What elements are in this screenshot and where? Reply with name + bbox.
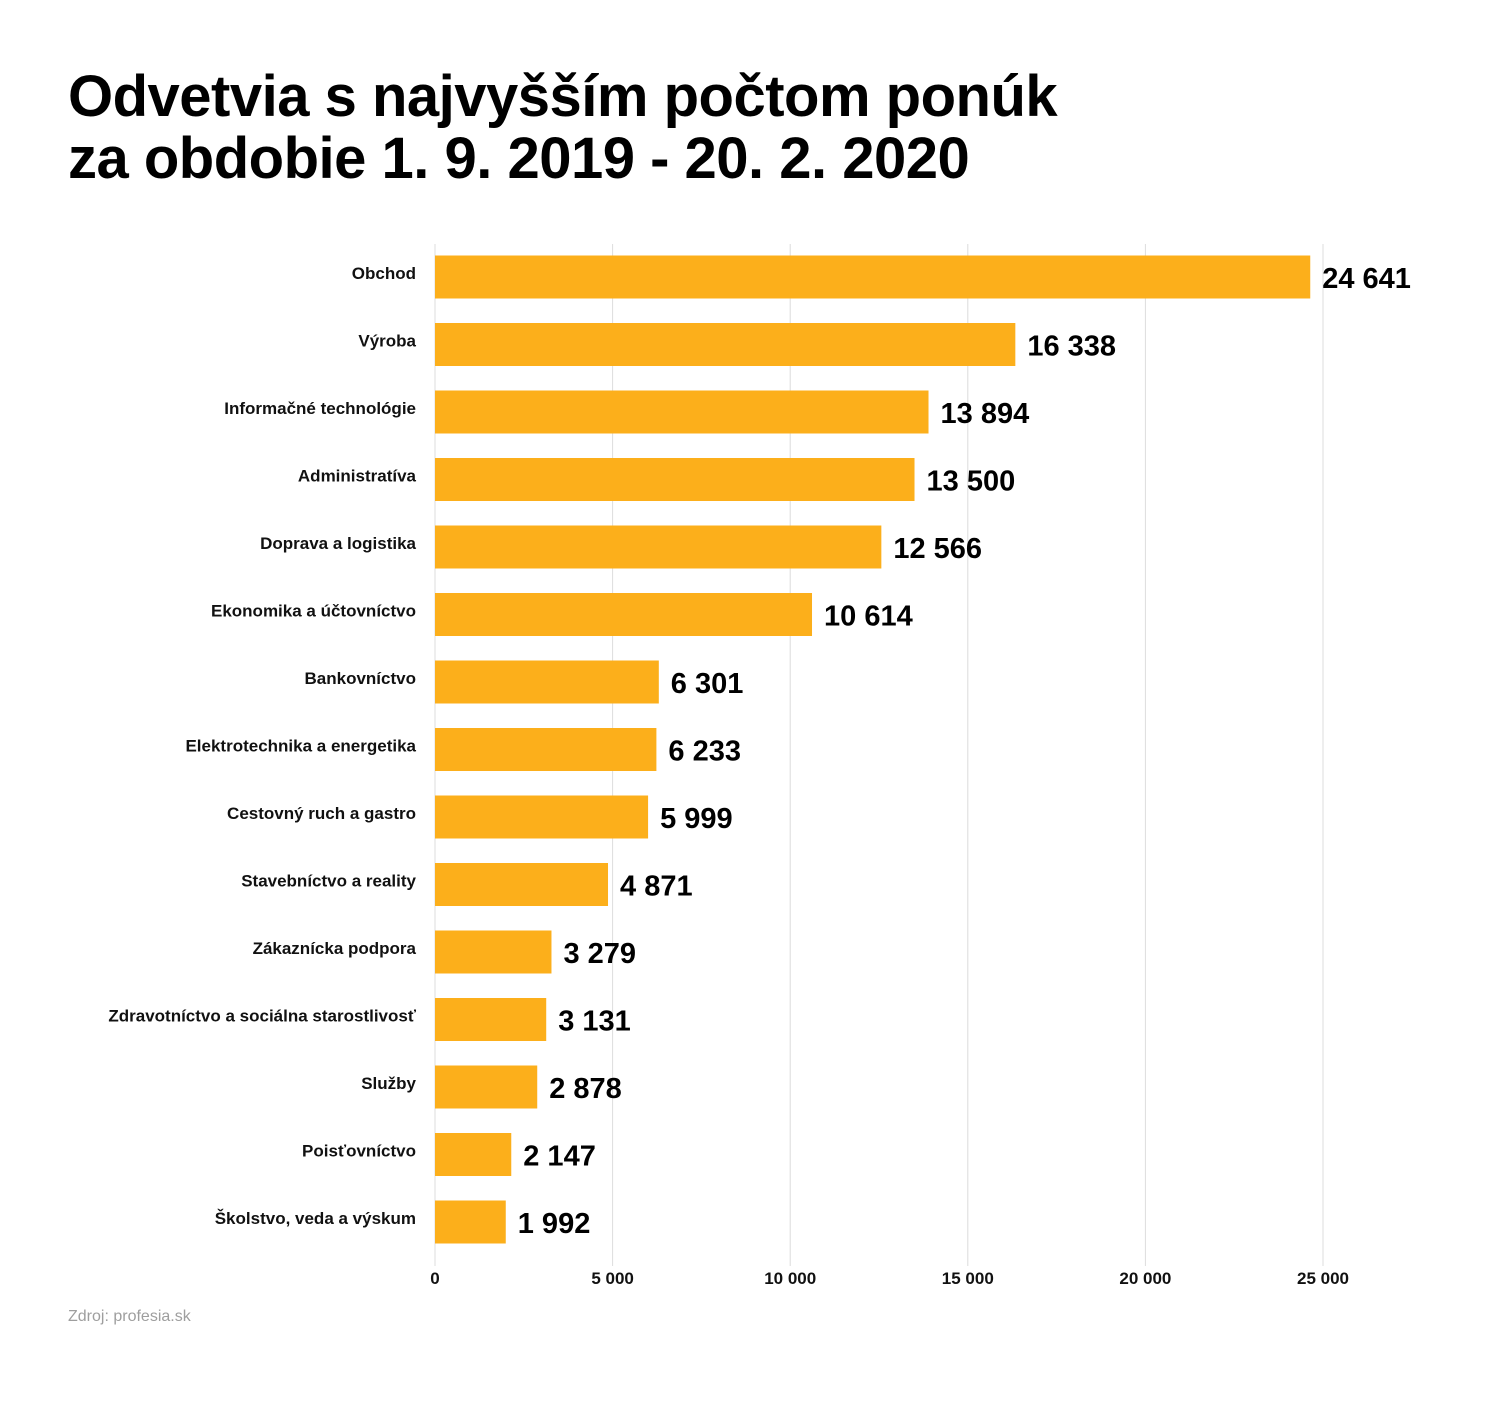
x-tick-label: 15 000 — [942, 1269, 994, 1288]
category-label: Poisťovníctvo — [302, 1142, 416, 1161]
data-label: 12 566 — [893, 533, 982, 565]
category-label: Bankovníctvo — [305, 669, 416, 688]
title-line-1: Odvetvia s najvyšším počtom ponúk — [68, 64, 1058, 129]
bar — [435, 1133, 512, 1176]
category-label: Služby — [361, 1074, 416, 1093]
bar — [435, 593, 813, 636]
bar — [435, 660, 659, 704]
category-label: Doprava a logistika — [260, 534, 416, 553]
category-label: Obchod — [352, 264, 416, 283]
data-label: 5 999 — [660, 803, 733, 835]
data-label: 24 641 — [1322, 263, 1411, 295]
bar — [435, 728, 657, 771]
bar — [435, 795, 649, 839]
data-label: 6 233 — [668, 736, 741, 768]
data-label: 13 500 — [927, 466, 1016, 498]
title-line-2: za obdobie 1. 9. 2019 - 20. 2. 2020 — [68, 126, 970, 191]
data-label: 6 301 — [671, 668, 744, 700]
data-label: 4 871 — [620, 871, 693, 903]
x-tick-label: 20 000 — [1119, 1269, 1171, 1288]
data-label: 10 614 — [824, 601, 913, 633]
category-label: Elektrotechnika a energetika — [185, 737, 416, 756]
category-label: Zákaznícka podpora — [253, 939, 417, 958]
bar — [435, 390, 929, 434]
chart-title: Odvetvia s najvyšším počtom ponúk za obd… — [68, 64, 1058, 191]
data-label: 3 279 — [563, 938, 636, 970]
data-label: 2 147 — [523, 1141, 596, 1173]
category-label: Informačné technológie — [224, 399, 416, 418]
x-tick-label: 10 000 — [764, 1269, 816, 1288]
bar — [435, 863, 609, 906]
data-label: 1 992 — [518, 1208, 591, 1240]
x-tick-label: 25 000 — [1297, 1269, 1349, 1288]
data-label: 13 894 — [941, 398, 1030, 430]
bar — [435, 458, 915, 501]
category-label: Stavebníctvo a reality — [241, 872, 416, 891]
bar — [435, 323, 1016, 366]
x-tick-label: 5 000 — [591, 1269, 634, 1288]
bar — [435, 998, 547, 1041]
bar — [435, 930, 552, 974]
bar — [435, 255, 1311, 299]
source-note: Zdroj: profesia.sk — [68, 1308, 191, 1325]
category-label: Školstvo, veda a výskum — [215, 1209, 416, 1228]
bar — [435, 1065, 538, 1109]
bar — [435, 1200, 506, 1244]
category-label: Ekonomika a účtovníctvo — [211, 602, 416, 621]
data-label: 2 878 — [549, 1073, 622, 1105]
data-label: 16 338 — [1027, 331, 1116, 363]
category-label: Zdravotníctvo a sociálna starostlivosť — [108, 1007, 416, 1026]
category-label: Výroba — [358, 332, 416, 351]
data-label: 3 131 — [558, 1006, 631, 1038]
category-label: Administratíva — [298, 467, 417, 486]
category-label: Cestovný ruch a gastro — [227, 804, 416, 823]
bar — [435, 525, 882, 569]
x-tick-label: 0 — [430, 1269, 439, 1288]
